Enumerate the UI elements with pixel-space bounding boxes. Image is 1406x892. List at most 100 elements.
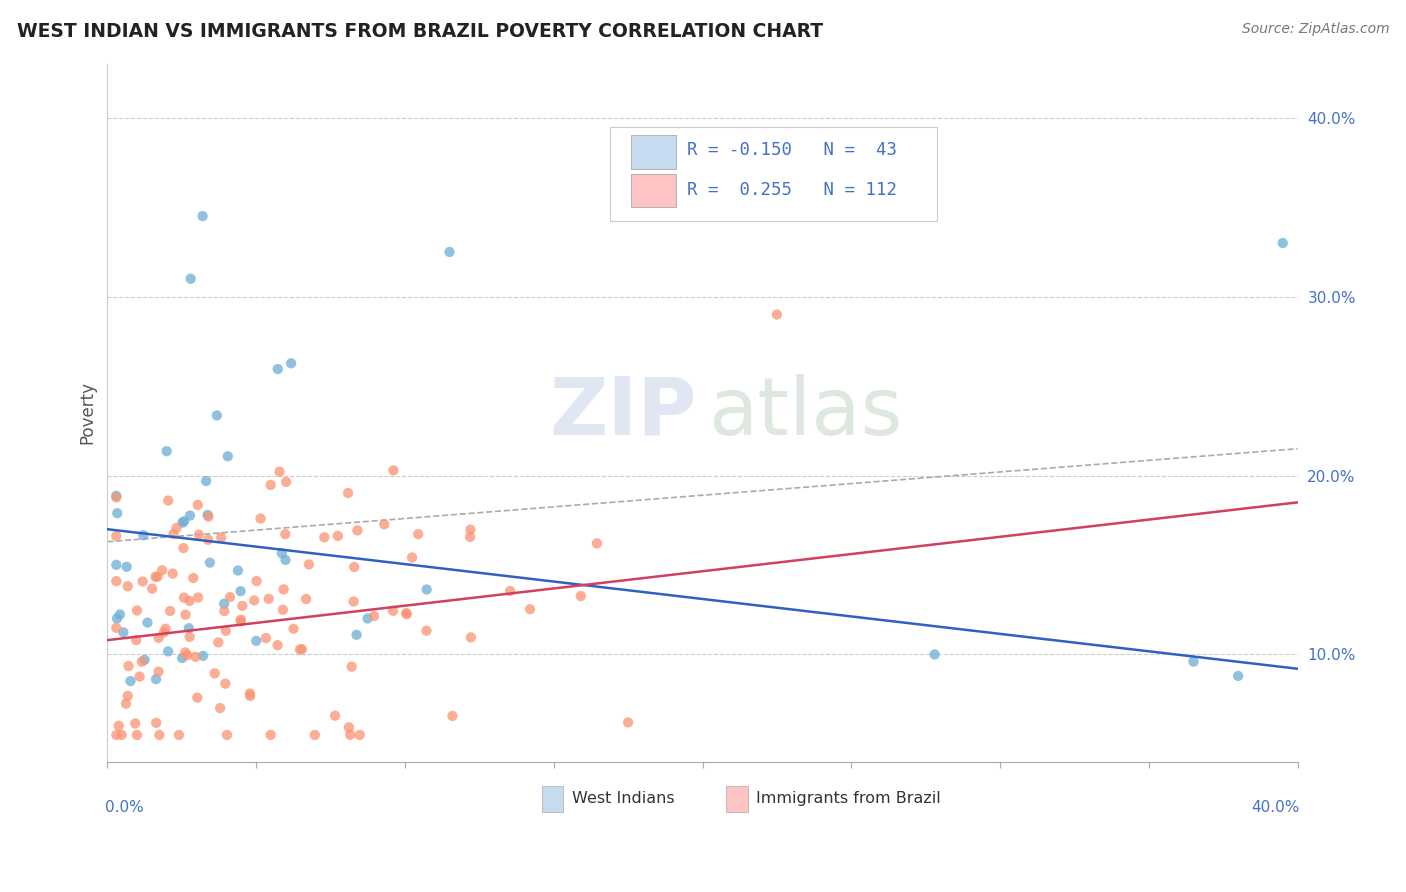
Point	[167, 728, 190, 742]
Text: atlas: atlas	[709, 374, 903, 452]
Point	[173, 514, 195, 528]
Point	[187, 591, 209, 605]
Point	[150, 563, 173, 577]
Text: 40.0%: 40.0%	[1251, 800, 1301, 815]
Point	[274, 553, 297, 567]
Point	[162, 527, 184, 541]
Point	[179, 594, 201, 608]
Bar	[727, 786, 748, 812]
Point	[148, 631, 170, 645]
Point	[159, 604, 181, 618]
Point	[291, 642, 314, 657]
Point	[274, 527, 297, 541]
Point	[187, 498, 209, 512]
Point	[441, 709, 464, 723]
Point	[117, 659, 139, 673]
Point	[343, 560, 366, 574]
Point	[132, 528, 155, 542]
Point	[337, 486, 360, 500]
Point	[204, 666, 226, 681]
Point	[395, 607, 418, 622]
Point	[298, 558, 321, 572]
Point	[197, 533, 219, 547]
Point	[363, 609, 385, 624]
Point	[105, 506, 128, 520]
Point	[176, 648, 198, 663]
Bar	[631, 136, 676, 169]
Point	[283, 622, 305, 636]
Point	[191, 648, 214, 663]
Bar	[631, 174, 676, 207]
Point	[239, 686, 262, 700]
Point	[249, 511, 271, 525]
Point	[254, 631, 277, 645]
Point	[229, 584, 252, 599]
Point	[214, 676, 236, 690]
Point	[273, 582, 295, 597]
Point	[346, 628, 368, 642]
Point	[245, 633, 267, 648]
Point	[186, 690, 208, 705]
Point	[415, 624, 437, 638]
Point	[174, 607, 197, 622]
Point	[340, 659, 363, 673]
Point	[125, 728, 148, 742]
Point	[117, 689, 139, 703]
Point	[406, 527, 429, 541]
Point	[115, 559, 138, 574]
Point	[141, 582, 163, 596]
Point	[157, 644, 180, 658]
Point	[145, 672, 167, 686]
Point	[569, 589, 592, 603]
Point	[274, 475, 297, 489]
Point	[148, 728, 170, 742]
Point	[209, 531, 232, 545]
Point	[107, 719, 129, 733]
Y-axis label: Poverty: Poverty	[79, 382, 96, 444]
Point	[162, 566, 184, 581]
Point	[219, 590, 242, 604]
Point	[105, 621, 128, 635]
Point	[136, 615, 159, 630]
Point	[197, 509, 219, 524]
Point	[131, 574, 153, 589]
Point	[207, 635, 229, 649]
Point	[326, 529, 349, 543]
Point	[257, 591, 280, 606]
Point	[172, 516, 194, 530]
Point	[134, 653, 156, 667]
Point	[179, 630, 201, 644]
Point	[349, 728, 371, 742]
Point	[460, 631, 482, 645]
Point	[172, 651, 194, 665]
Point	[280, 356, 302, 370]
Point	[323, 708, 346, 723]
Point	[267, 362, 290, 376]
Point	[124, 716, 146, 731]
Point	[131, 655, 153, 669]
Point	[259, 728, 281, 742]
Point	[105, 489, 128, 503]
Point	[120, 674, 142, 689]
Point	[260, 478, 283, 492]
Point	[177, 621, 200, 635]
Point	[356, 611, 378, 625]
Point	[145, 570, 167, 584]
Point	[105, 529, 128, 543]
Point	[155, 622, 177, 636]
Point	[173, 591, 195, 605]
Point	[183, 571, 205, 585]
Point	[1271, 235, 1294, 250]
Point	[125, 633, 148, 648]
Point	[105, 491, 128, 505]
Point	[212, 597, 235, 611]
Point	[401, 550, 423, 565]
Point	[172, 541, 194, 555]
Point	[215, 728, 238, 742]
Point	[266, 638, 288, 652]
Point	[145, 715, 167, 730]
Point	[342, 594, 364, 608]
Point	[214, 604, 236, 618]
Point	[205, 409, 228, 423]
Point	[415, 582, 437, 597]
